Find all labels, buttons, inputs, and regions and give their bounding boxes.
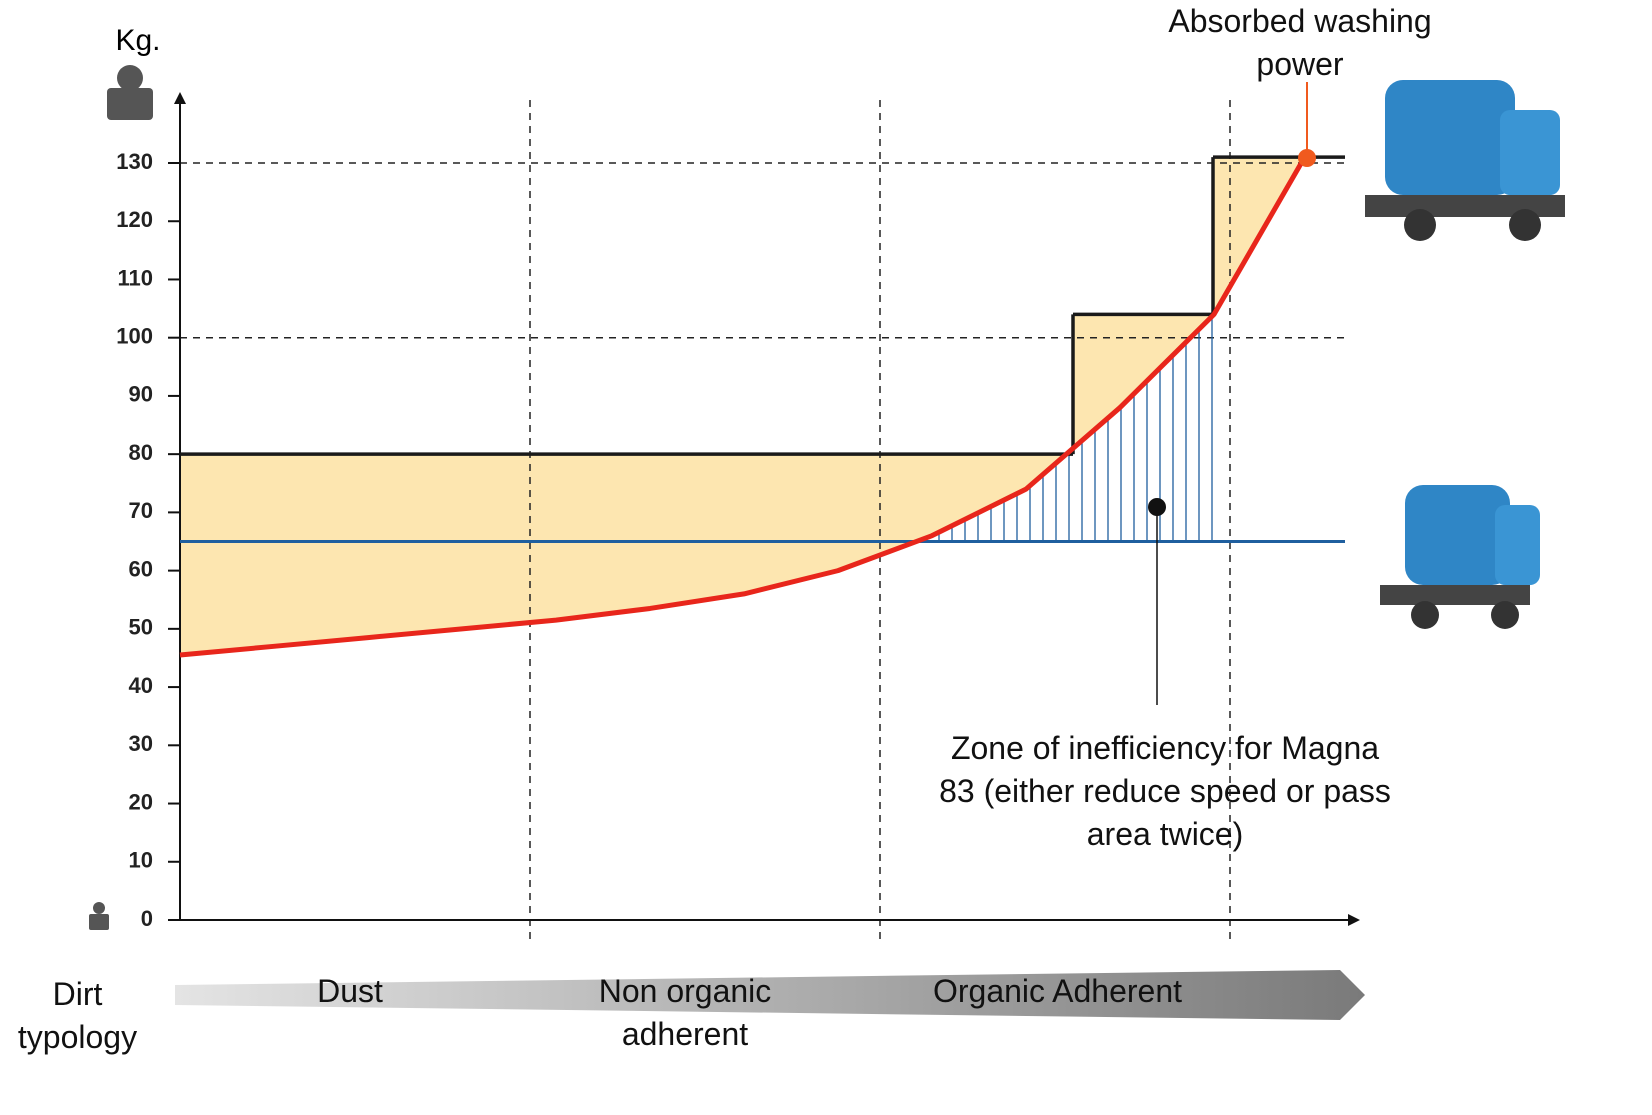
- y-tick-label: 20: [129, 789, 153, 814]
- zone-marker: [1148, 498, 1166, 516]
- weight-icon: [117, 65, 143, 91]
- y-tick-label: 70: [129, 498, 153, 523]
- surplus-area: [180, 151, 1308, 656]
- y-tick-label: 50: [129, 615, 153, 640]
- power-annotation: Absorbed washing power: [1168, 3, 1432, 82]
- y-axis-arrow: [174, 92, 186, 104]
- weight-icon-small: [93, 902, 105, 914]
- typology-arrow: [175, 970, 1365, 1020]
- y-tick-label: 100: [116, 324, 153, 349]
- y-tick-label: 0: [141, 906, 153, 931]
- y-tick-label: 130: [116, 149, 153, 174]
- y-tick-label: 80: [129, 440, 153, 465]
- band-label: Dust: [317, 973, 383, 1009]
- y-tick-label: 90: [129, 382, 153, 407]
- weight-icon-small: [89, 914, 109, 930]
- x-axis-label: Dirt typology: [17, 976, 138, 1055]
- machine-icon-large: [1365, 80, 1565, 241]
- y-tick-label: 10: [129, 848, 153, 873]
- power-marker: [1298, 149, 1316, 167]
- y-axis-label: Kg.: [115, 24, 160, 57]
- weight-icon: [107, 88, 153, 120]
- x-axis-arrow: [1348, 914, 1360, 926]
- machine-icon-small: [1380, 485, 1540, 629]
- absorbed-power-curve: [179, 150, 1311, 658]
- y-tick-label: 60: [129, 556, 153, 581]
- band-label: Organic Adherent: [932, 973, 1183, 1009]
- zone-annotation: Zone of inefficiency for Magna 83 (eithe…: [939, 730, 1391, 852]
- band-label: Non organic adherent: [598, 973, 772, 1052]
- y-tick-label: 30: [129, 731, 153, 756]
- y-tick-label: 120: [116, 207, 153, 232]
- y-tick-label: 110: [118, 265, 154, 290]
- y-tick-label: 40: [129, 673, 153, 698]
